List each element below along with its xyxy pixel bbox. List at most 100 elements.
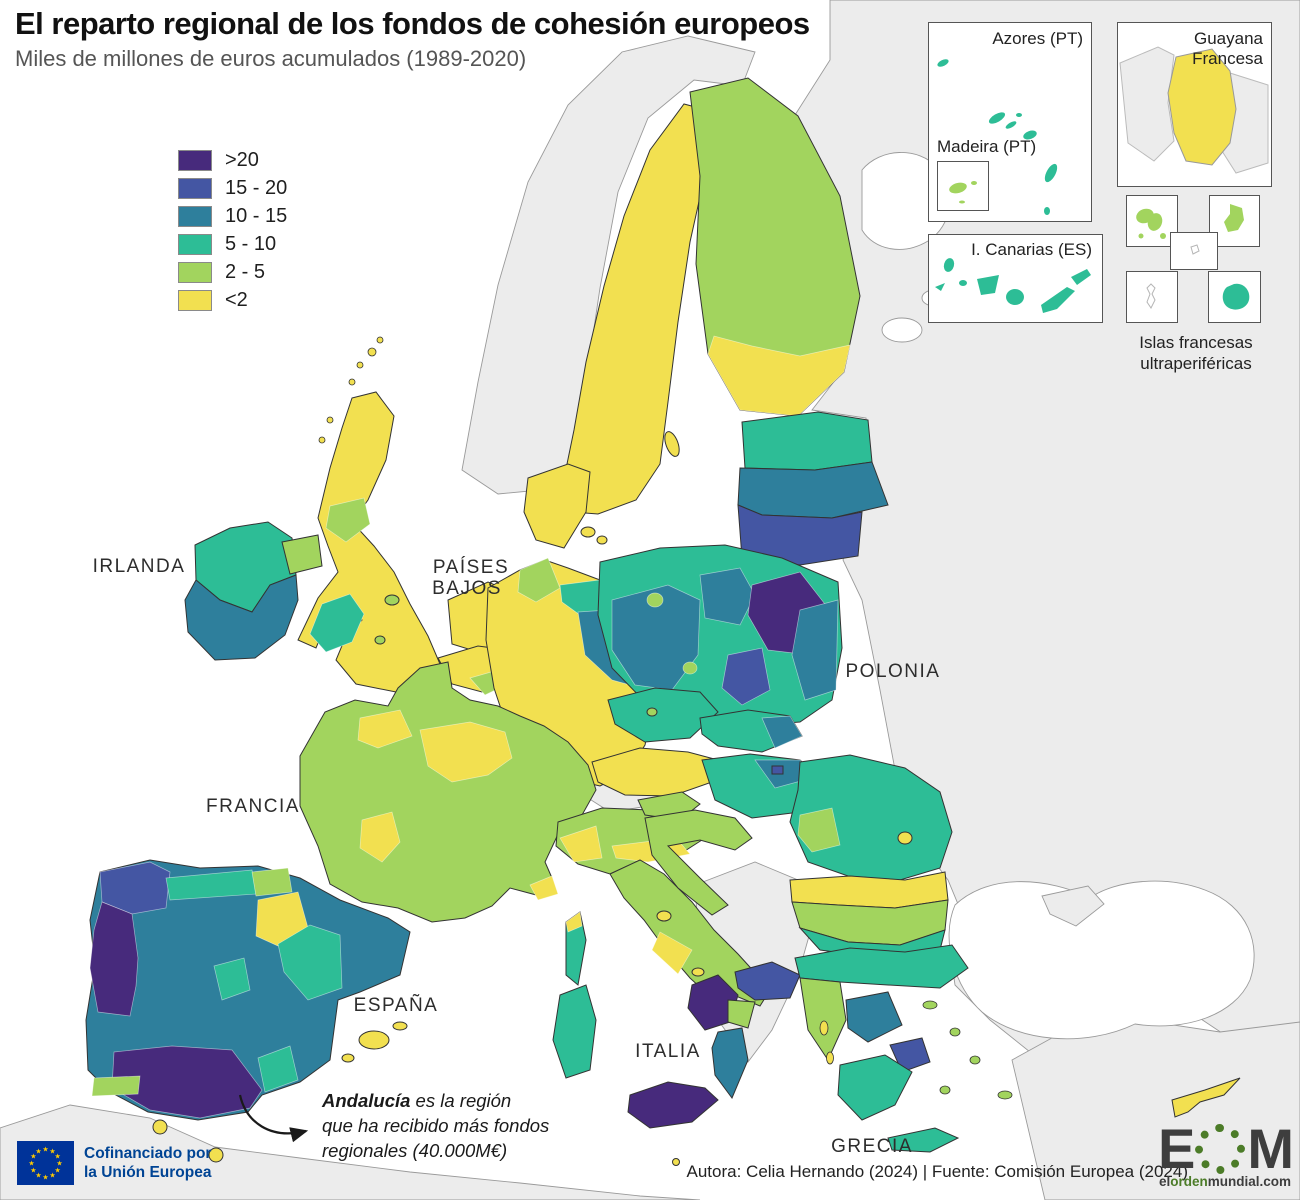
label-polonia: POLONIA [845,661,941,682]
svg-text:★: ★ [35,1172,41,1180]
annotation-line-2: que ha recibido más fondos [322,1115,550,1136]
inset-guadeloupe [1126,195,1178,247]
eu-countries [85,77,1241,1166]
region-denmark [523,463,591,549]
legend-swatch-2-5 [178,262,212,283]
region-sardegna [552,984,597,1079]
svg-text:★: ★ [54,1167,60,1175]
guayana-map [1119,46,1269,174]
region-massif-central [359,811,401,863]
svg-text:★: ★ [30,1153,36,1161]
eom-site-rest: mundial.com [1207,1174,1292,1189]
canarias-islands [935,258,1091,313]
region-finland-south [707,335,851,417]
region-portugal-norte-centro [89,901,139,1017]
islas-francesas-caption: Islas francesas ultraperiféricas [1120,332,1272,374]
legend-swatch-15-20 [178,178,212,199]
islas-francesas-line2: ultraperiféricas [1140,354,1252,373]
eom-circle-o-icon [1195,1124,1246,1174]
svg-text:★: ★ [54,1153,60,1161]
reunion-map [1222,283,1250,310]
crimea [1041,885,1105,927]
annotation-rest: es la región [410,1090,512,1111]
svg-text:★: ★ [30,1167,36,1175]
mayotte-outline [1146,283,1156,309]
region-algarve [91,1075,141,1097]
region-cote-azur [529,875,559,901]
region-england-green-2 [374,635,386,645]
inset-madeira-label: Madeira (PT) [937,137,1037,156]
credits: Autora: Celia Hernando (2024) | Fuente: … [686,1162,1188,1181]
title-block: El reparto regional de los fondos de coh… [15,6,810,72]
label-bajos: BAJOS [432,578,502,599]
legend-label: 5 - 10 [225,233,277,255]
region-zealand [580,526,596,538]
inset-guayana-label-1: Guayana [1194,29,1263,48]
region-bulgaria-north [789,871,949,909]
inset-azores: Azores (PT) Madeira (PT) [928,22,1092,222]
legend-label: <2 [225,289,248,311]
region-poland-center [699,567,756,626]
region-sicilia [627,1081,719,1129]
legend-swatch-5-10 [178,234,212,255]
inset-madeira [937,161,989,211]
eu-cofunding-text: Cofinanciado por la Unión Europea [84,1144,211,1182]
label-italia: ITALIA [635,1041,701,1062]
region-north-africa [0,1104,701,1200]
eu-cofunding-block: ★ ★ ★ ★ ★ ★ ★ ★ ★ ★ ★ ★ Cofinanciado por la Unió… [17,1141,211,1185]
region-corsica-north [565,911,583,933]
islas-francesas-line1: Islas francesas [1139,333,1253,352]
region-melilla [208,1147,224,1163]
region-umbria [656,910,672,922]
legend-swatch-10-15 [178,206,212,227]
region-slovakia-east [761,715,803,749]
region-poland-east [791,599,839,701]
region-poland-green-2 [682,661,698,675]
page-title: El reparto regional de los fondos de coh… [15,6,810,41]
mayotte-map [1146,283,1156,309]
region-normandy [357,709,413,749]
label-irlanda: IRLANDA [92,556,186,577]
legend-row: 15 - 20 [178,177,287,199]
eom-letter-m: M [1247,1117,1294,1180]
guayana-neighbor-west [1119,46,1175,162]
legend-label: >20 [225,149,259,171]
lake-ladoga [881,317,923,343]
label-paises: PAÍSES [432,557,510,578]
region-molise [691,967,705,977]
eom-site-url: elordenmundial.com [1158,1174,1292,1189]
region-puglia [734,961,801,1001]
saint-martin-outline [1190,244,1200,255]
eu-flag-stars: ★ ★★ ★★★ ★★★ ★★★ [28,1146,62,1182]
region-andalucia [111,1045,263,1119]
region-calabria [711,1027,749,1100]
martinique-map [1224,204,1244,232]
region-south-scotland [325,497,371,543]
legend-swatch-gt20 [178,150,212,171]
eom-logo: E M elordenmundial.com [1158,1117,1294,1190]
region-peloponnese [837,1054,913,1121]
legend-row: 5 - 10 [178,233,287,255]
region-romania [789,754,953,881]
legend-row: >20 [178,149,287,171]
region-croatia [644,809,753,916]
region-gotland [664,431,680,457]
inset-guayana-label: Guayana Francesa [1192,29,1263,69]
region-latvia [737,461,889,519]
region-crete [887,1127,960,1153]
region-guayana-francesa [1167,48,1237,166]
label-francia: FRANCIA [206,796,300,817]
svg-text:★: ★ [56,1160,62,1168]
region-thessaly [845,991,903,1043]
legend-label: 2 - 5 [225,261,266,283]
region-romania-west [797,807,841,853]
inset-azores-label: Azores (PT) [992,29,1083,48]
region-greek-islands [819,1000,1013,1100]
label-grecia: GRECIA [831,1136,913,1157]
andalucia-annotation: Andalucía es la región que ha recibido m… [322,1088,549,1163]
legend-swatch-lt2 [178,290,212,311]
region-ceuta [152,1119,168,1135]
eu-cofunding-line1: Cofinanciado por [84,1145,212,1162]
inset-canarias: I. Canarias (ES) [928,234,1103,323]
